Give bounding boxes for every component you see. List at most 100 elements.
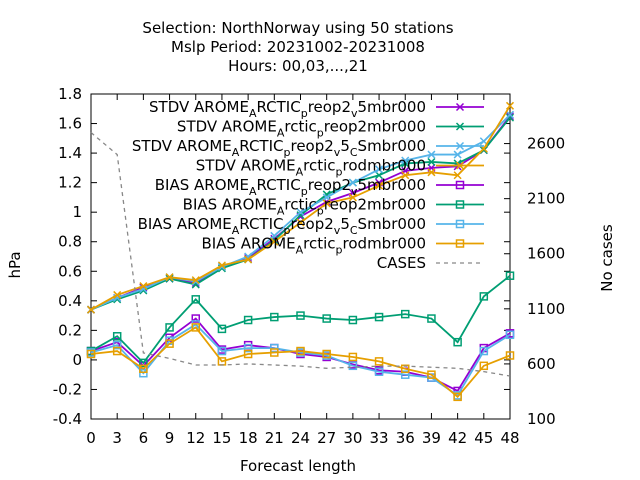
legend-marker bbox=[455, 102, 465, 112]
data-point bbox=[86, 349, 96, 359]
data-point bbox=[348, 361, 358, 371]
data-point bbox=[296, 208, 305, 217]
legend-marker bbox=[455, 161, 465, 170]
legend-label: BIAS AROMEArcticprodmbr000 bbox=[201, 235, 426, 257]
legend-label: STDV AROMEArcticprodmbr000 bbox=[196, 157, 426, 179]
y2-tick-label: 1600 bbox=[527, 245, 565, 263]
data-point bbox=[139, 364, 148, 374]
data-point bbox=[112, 346, 122, 356]
data-point bbox=[401, 309, 410, 319]
data-point bbox=[348, 352, 358, 362]
data-point bbox=[112, 340, 122, 350]
y-tick-label: 1.8 bbox=[58, 85, 82, 103]
data-point bbox=[505, 101, 515, 110]
x-axis-label: Forecast length bbox=[240, 457, 356, 475]
series-5 bbox=[86, 271, 515, 368]
data-point bbox=[191, 314, 200, 323]
x-tick-label: 6 bbox=[139, 429, 149, 447]
series-layer bbox=[86, 101, 515, 402]
x-tick-label: 33 bbox=[370, 429, 389, 447]
data-point bbox=[322, 199, 331, 208]
y2-tick-label: 1100 bbox=[527, 300, 565, 318]
data-point bbox=[453, 150, 462, 159]
data-point bbox=[243, 343, 253, 353]
data-point bbox=[270, 231, 279, 240]
x-tick-label: 27 bbox=[317, 429, 336, 447]
x-tick-label: 42 bbox=[448, 429, 467, 447]
data-point bbox=[453, 392, 462, 402]
data-point bbox=[112, 332, 122, 341]
data-point bbox=[505, 330, 515, 340]
series-line bbox=[90, 274, 511, 365]
y2-tick-label: 2600 bbox=[527, 135, 565, 153]
data-point bbox=[427, 168, 436, 177]
legend-label: CASES bbox=[377, 254, 426, 272]
y2-axis: 100 600 1100 1600 2100 2600 bbox=[504, 135, 565, 428]
data-point bbox=[217, 324, 227, 334]
x-axis: 0 3 6 9 12 15 18 21 24 27 30 33 36 39 42 45 48 bbox=[86, 94, 520, 447]
data-point bbox=[479, 146, 488, 155]
legend-label: BIAS AROMEARCTICpreop2v5CSmbr000 bbox=[138, 215, 426, 237]
y-tick-label: 1.4 bbox=[58, 144, 82, 162]
title-line-1: Selection: NorthNorway using 50 stations bbox=[142, 19, 453, 37]
data-point bbox=[375, 171, 384, 180]
data-point bbox=[505, 351, 515, 360]
series-3 bbox=[86, 101, 515, 314]
data-point bbox=[505, 271, 515, 280]
data-point bbox=[191, 323, 200, 332]
legend-marker bbox=[455, 141, 465, 151]
data-point bbox=[296, 218, 305, 227]
data-point bbox=[139, 358, 148, 368]
legend-label: STDV AROMEARCTICpreop2v5mbr000 bbox=[149, 98, 426, 120]
data-point bbox=[270, 348, 279, 357]
data-point bbox=[296, 346, 305, 356]
legend-marker bbox=[455, 180, 465, 190]
data-point bbox=[243, 315, 253, 325]
series-line bbox=[90, 132, 511, 377]
y-tick-label: 0.6 bbox=[58, 262, 82, 280]
data-point bbox=[244, 255, 253, 264]
legend-marker bbox=[455, 122, 465, 131]
data-point bbox=[243, 349, 253, 359]
data-point bbox=[401, 156, 410, 165]
data-point bbox=[427, 314, 436, 323]
data-point bbox=[401, 364, 410, 374]
data-point bbox=[191, 295, 200, 304]
x-tick-label: 30 bbox=[343, 429, 362, 447]
data-point bbox=[453, 337, 462, 347]
legend-label: STDV AROMEArcticpreop2mbr000 bbox=[177, 118, 426, 140]
x-tick-label: 12 bbox=[186, 429, 205, 447]
x-tick-label: 39 bbox=[422, 429, 441, 447]
data-point bbox=[375, 165, 384, 174]
data-point bbox=[191, 276, 200, 285]
data-point bbox=[374, 367, 384, 376]
title-line-2: Mslp Period: 20231002-20231008 bbox=[171, 38, 425, 56]
y2-axis-label: No cases bbox=[598, 224, 616, 292]
data-point bbox=[348, 178, 357, 187]
data-point bbox=[348, 315, 358, 325]
legend-label: STDV AROMEARCTICpreop2v5CSmbr000 bbox=[132, 137, 426, 159]
legend-label: BIAS AROMEARCTICpreop2v5mbr000 bbox=[155, 176, 426, 198]
x-tick-label: 18 bbox=[239, 429, 258, 447]
data-point bbox=[165, 339, 174, 348]
data-point bbox=[270, 312, 279, 322]
data-point bbox=[427, 370, 436, 379]
data-point bbox=[375, 181, 384, 190]
y-tick-label: 1.6 bbox=[58, 115, 82, 133]
x-tick-label: 15 bbox=[212, 429, 231, 447]
data-point bbox=[113, 290, 122, 299]
data-point bbox=[296, 211, 305, 220]
data-point bbox=[453, 171, 462, 180]
data-point bbox=[374, 357, 384, 366]
y-tick-label: 1 bbox=[72, 203, 82, 221]
y-tick-label: 1.2 bbox=[58, 174, 82, 192]
x-tick-label: 9 bbox=[165, 429, 175, 447]
y-tick-label: 0.4 bbox=[58, 292, 82, 310]
data-point bbox=[348, 193, 357, 202]
y2-tick-label: 600 bbox=[527, 355, 556, 373]
y-tick-label: -0.2 bbox=[53, 380, 82, 398]
x-tick-label: 21 bbox=[265, 429, 284, 447]
data-point bbox=[322, 349, 331, 359]
